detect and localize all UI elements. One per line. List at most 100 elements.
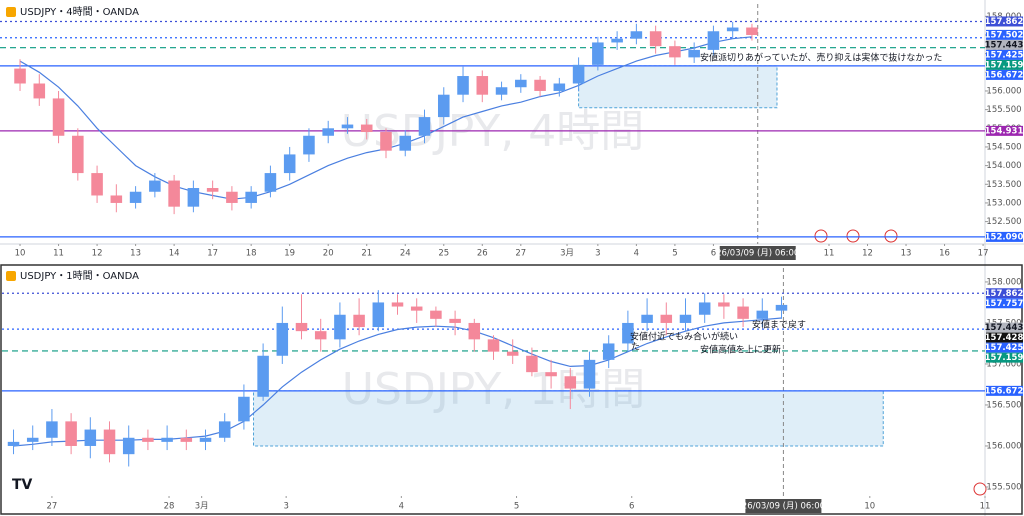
y-tick-label: 154.500 (986, 142, 1021, 152)
candle-body (641, 314, 653, 323)
candle-body (698, 302, 711, 315)
level-label-box (986, 231, 1023, 242)
x-tick-label: 20 (323, 249, 334, 259)
candle-body (110, 195, 123, 203)
candle-body (468, 322, 481, 340)
x-tick-label: 6 (711, 249, 716, 259)
x-tick-label: 27 (515, 249, 526, 259)
level-label: 157.443 (985, 323, 1024, 333)
candle-body (264, 173, 277, 192)
level-label: 157.862 (985, 289, 1024, 299)
y-tick-label: 153.500 (986, 180, 1021, 190)
candle-body (553, 83, 566, 91)
y-tick-label: 156.000 (986, 86, 1021, 96)
candle-body (399, 135, 412, 151)
level-label: 152.090 (985, 232, 1024, 242)
level-label: 157.757 (985, 299, 1024, 309)
candle-body (65, 421, 77, 446)
x-tick-label: 17 (978, 249, 989, 259)
candle-body (360, 124, 373, 133)
x-tick-label: 14 (169, 249, 180, 259)
y-tick-label: 156.000 (986, 441, 1021, 451)
level-label-box (986, 352, 1023, 363)
candle-body (180, 437, 193, 442)
candle-body (314, 331, 327, 340)
level-label-box (986, 125, 1023, 136)
symbol-icon (6, 271, 16, 281)
y-tick-label: 157.000 (986, 359, 1021, 369)
level-label-box (986, 298, 1023, 309)
candle-body (583, 359, 596, 389)
time-marker-label: 26/03/09 (月) 06:00 (742, 502, 825, 512)
x-tick-label: 12 (92, 249, 103, 259)
candle-body (746, 27, 758, 35)
level-label: 154.931 (985, 126, 1024, 136)
candle-body (622, 322, 634, 344)
candle-body (26, 437, 39, 442)
candle-body (572, 64, 585, 84)
event-flag[interactable] (884, 229, 898, 243)
x-tick-label: 5 (514, 502, 519, 512)
candle-body (418, 117, 431, 136)
level-label-box (986, 16, 1023, 27)
candle-body (649, 31, 662, 47)
annotation: 安値まで戻す (752, 319, 806, 331)
x-tick-label: 19 (284, 249, 295, 259)
y-tick-label: 155.500 (986, 105, 1021, 115)
x-tick-label: 10 (864, 502, 875, 512)
candle-body (72, 135, 84, 174)
candle-body (476, 76, 489, 95)
event-flag[interactable] (846, 229, 860, 243)
candle-body (611, 38, 623, 43)
level-label: 157.428 (985, 333, 1024, 343)
y-tick-label: 156.500 (986, 400, 1021, 410)
candle-body (238, 396, 250, 422)
symbol-icon (6, 7, 16, 17)
candle-body (534, 79, 546, 91)
candle-body (737, 306, 749, 319)
level-label: 157.862 (985, 17, 1024, 27)
event-flag[interactable] (973, 482, 987, 496)
candle-body (437, 94, 450, 118)
candle-body (103, 429, 116, 455)
x-tick-label: 26 (477, 249, 488, 259)
candle-body (449, 318, 461, 323)
y-tick-label: 154.000 (986, 161, 1021, 171)
panel: USDJPY, 1時間USDJPY・1時間・OANDA155.500156.00… (2, 268, 1023, 513)
candle-body (515, 79, 527, 88)
level-label: 157.425 (985, 343, 1024, 353)
level-label-box (986, 332, 1023, 343)
level-label: 156.672 (985, 70, 1024, 80)
annotation: 安値付近でもみ合いが続い (630, 331, 738, 343)
chart-title: USDJPY・4時間・OANDA (20, 6, 139, 18)
candle-body (669, 46, 681, 58)
candle-body (341, 124, 354, 129)
level-label-box (986, 385, 1023, 396)
candle-body (276, 322, 289, 356)
x-tick-label: 11 (824, 249, 835, 259)
candle-body (142, 437, 154, 442)
moving-average (13, 317, 782, 447)
level-label: 157.443 (985, 40, 1024, 50)
zone (253, 390, 884, 447)
level-label-box (986, 69, 1023, 80)
x-tick-label: 3 (595, 249, 600, 259)
candle-body (679, 314, 692, 323)
x-tick-label: 3 (283, 502, 288, 512)
level-label: 157.159 (985, 353, 1024, 363)
candle-body (526, 355, 538, 373)
x-tick-label: 28 (164, 502, 175, 512)
event-flag[interactable] (814, 229, 828, 243)
x-tick-label: 4 (399, 502, 404, 512)
x-tick-label: 27 (47, 502, 58, 512)
annotation: 安値派切りあがっていたが、売り抑えは実体で抜けなかった (700, 52, 942, 64)
candle-body (688, 49, 700, 58)
x-tick-label: 21 (361, 249, 372, 259)
candle-body (206, 188, 219, 192)
candle-body (410, 306, 423, 311)
x-tick-label: 25 (438, 249, 449, 259)
candle-body (545, 372, 557, 377)
level-label-box (986, 29, 1023, 40)
